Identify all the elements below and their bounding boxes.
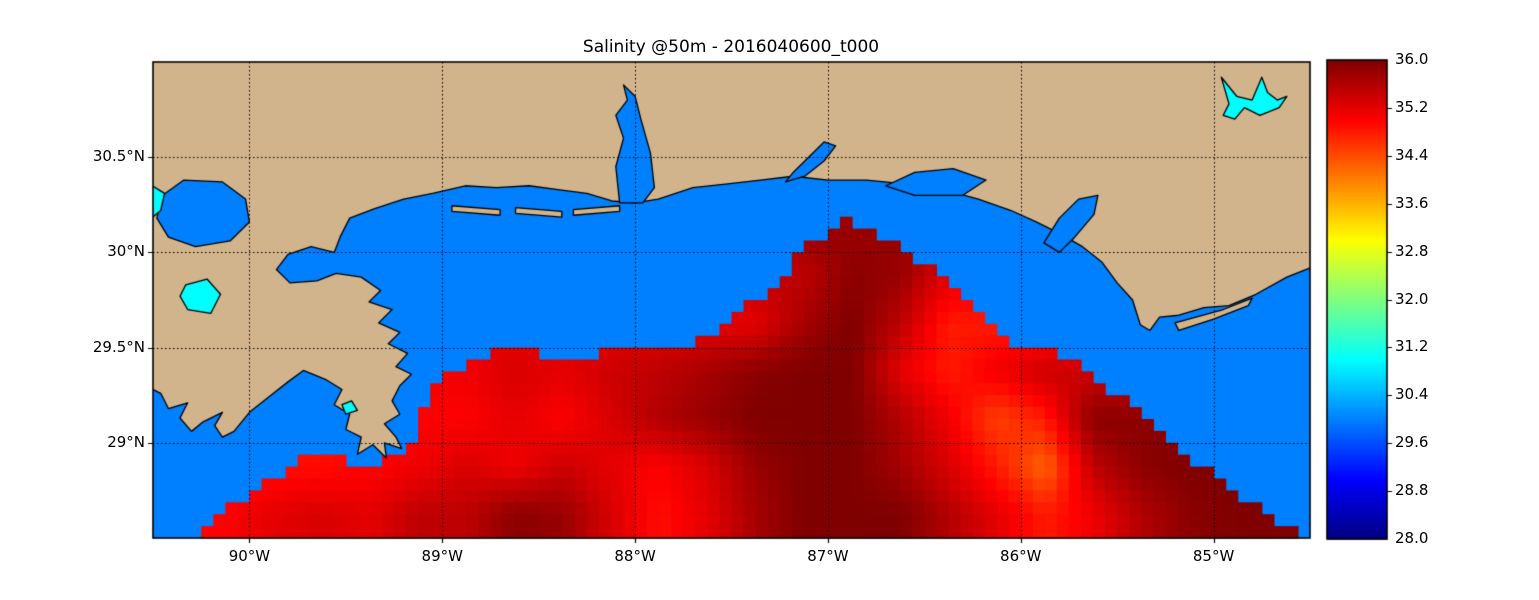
y-tick-label: 29°N — [107, 432, 145, 451]
colorbar-tick-label: 32.0 — [1395, 289, 1429, 308]
plot-title: Salinity @50m - 2016040600_t000 — [582, 37, 880, 57]
colorbar-tick-label: 34.4 — [1395, 145, 1429, 164]
x-tick-label: 85°W — [1192, 547, 1235, 565]
colorbar-tick-label: 29.6 — [1395, 433, 1429, 452]
colorbar-tick-label: 28.8 — [1395, 481, 1429, 500]
x-tick-label: 87°W — [807, 547, 849, 565]
x-tick-label: 88°W — [614, 547, 656, 565]
colorbar-tick-label: 32.8 — [1395, 241, 1429, 260]
colorbar-tick-label: 28.0 — [1395, 529, 1429, 547]
x-tick-label: 90°W — [228, 547, 271, 565]
colorbar-tick-label: 30.4 — [1395, 385, 1429, 404]
x-tick-label: 86°W — [1000, 547, 1042, 565]
colorbar-tick-label: 33.6 — [1395, 193, 1429, 212]
y-tick-label: 29.5°N — [92, 337, 145, 356]
y-tick-label: 30°N — [107, 242, 145, 261]
colorbar-tick-label: 31.2 — [1395, 337, 1429, 356]
colorbar-tick-label: 36.0 — [1395, 50, 1429, 68]
x-tick-label: 89°W — [421, 547, 463, 565]
colorbar-tick-label: 35.2 — [1395, 97, 1429, 116]
y-tick-label: 30.5°N — [92, 147, 145, 166]
